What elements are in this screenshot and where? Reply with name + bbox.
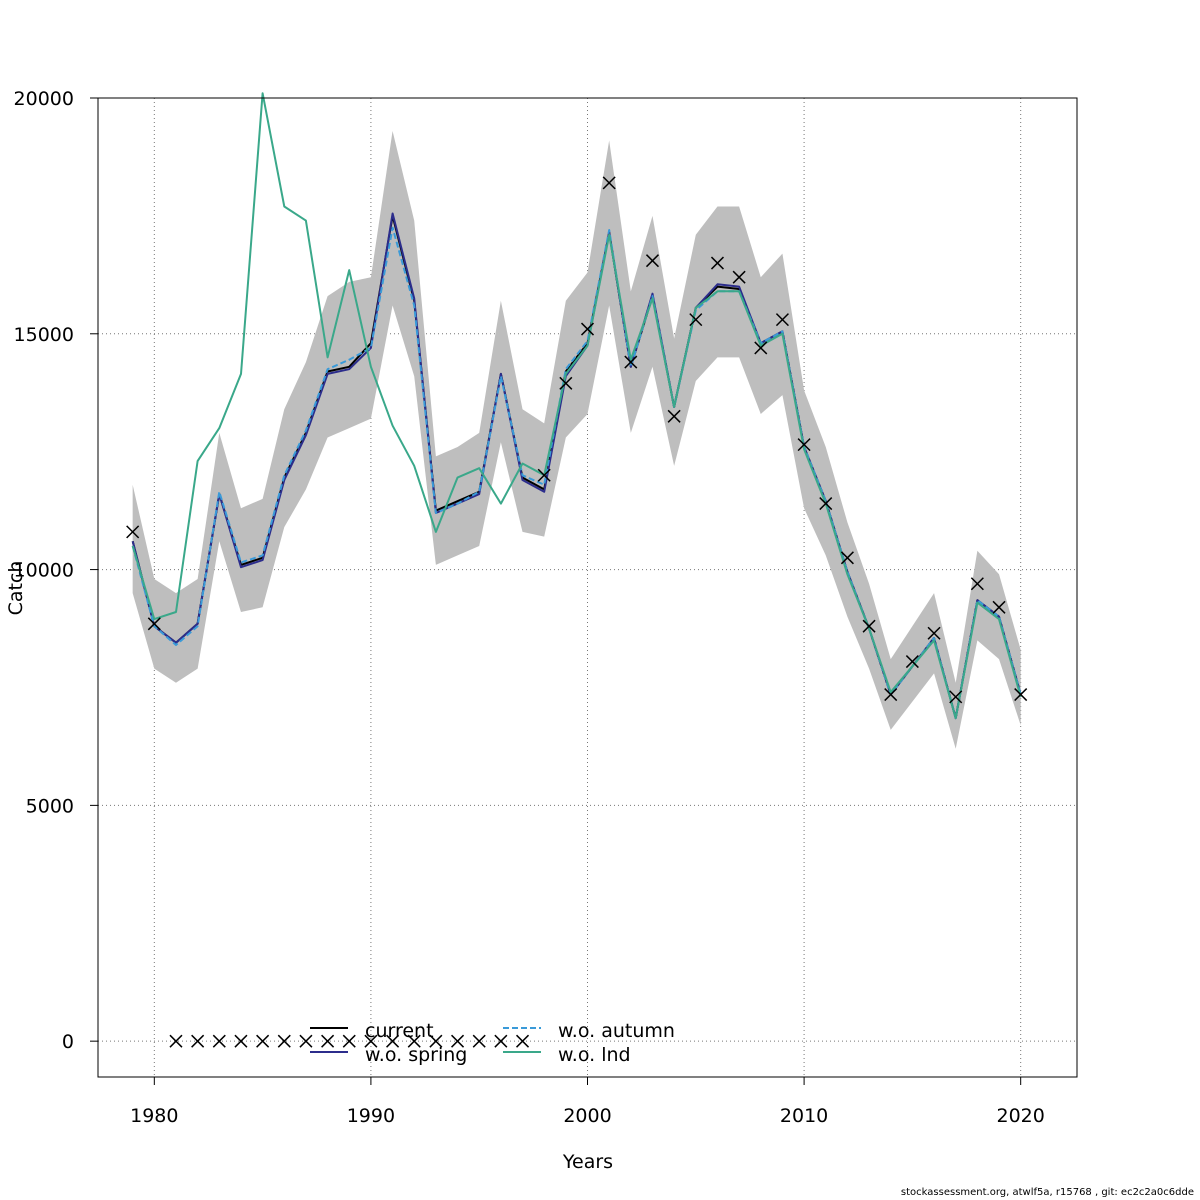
- observed-point: [256, 1034, 270, 1048]
- legend-label: w.o. autumn: [558, 1020, 675, 1042]
- series-line-2: [131, 226, 1022, 720]
- legend-label: current: [365, 1020, 434, 1042]
- observed-point: [927, 626, 941, 640]
- y-tick-label: 5000: [26, 795, 74, 817]
- axes: 1980 1990 2000 2010 2020 0 5000 10000 15000 20000: [14, 88, 1045, 1127]
- observed-point: [472, 1034, 486, 1048]
- credit-text: stockassessment.org, atwlf5a, r15768 , g…: [900, 1187, 1194, 1198]
- y-tick-label: 15000: [14, 324, 74, 346]
- series-line-3: [131, 92, 1022, 720]
- x-tick-label: 2020: [997, 1105, 1045, 1127]
- observed-point: [992, 600, 1006, 614]
- confidence-band-area: [132, 131, 1021, 749]
- observed-point: [602, 176, 616, 190]
- observed-point: [1014, 688, 1028, 702]
- observed-point: [884, 688, 898, 702]
- observed-point: [451, 1034, 465, 1048]
- y-tick-label: 10000: [14, 560, 74, 582]
- observed-point: [710, 256, 724, 270]
- observed-point: [126, 525, 140, 539]
- series-lines: [131, 92, 1022, 720]
- observed-point: [212, 1034, 226, 1048]
- observed-point: [667, 409, 681, 423]
- observed-point: [429, 1034, 443, 1048]
- observed-point: [797, 438, 811, 452]
- y-tick-label: 0: [62, 1031, 74, 1053]
- observed-point: [364, 1034, 378, 1048]
- observed-point: [169, 1034, 183, 1048]
- observed-point: [732, 270, 746, 284]
- observed-point: [689, 313, 703, 327]
- observed-point: [905, 655, 919, 669]
- observed-point: [819, 497, 833, 511]
- x-tick-label: 2010: [780, 1105, 828, 1127]
- observed-point: [559, 376, 573, 390]
- y-axis-title: Catch: [5, 561, 27, 616]
- x-tick-label: 2000: [563, 1105, 611, 1127]
- observed-point: [321, 1034, 335, 1048]
- legend-label: w.o. spring: [365, 1044, 467, 1066]
- observed-point: [234, 1034, 248, 1048]
- y-tick-label: 20000: [14, 88, 74, 110]
- x-tick-label: 1980: [130, 1105, 178, 1127]
- observed-point: [840, 551, 854, 565]
- observed-point: [775, 313, 789, 327]
- confidence-band: [132, 131, 1021, 749]
- x-axis-title: Years: [562, 1151, 613, 1173]
- observed-point: [494, 1034, 508, 1048]
- observed-point: [645, 254, 660, 268]
- observed-point: [580, 322, 595, 336]
- observed-point: [949, 690, 963, 704]
- observed-point: [277, 1034, 291, 1048]
- observed-markers: [126, 176, 1028, 1048]
- observed-point: [970, 577, 984, 591]
- observed-point: [624, 355, 638, 369]
- observed-point: [515, 1034, 530, 1048]
- observed-point: [537, 468, 551, 482]
- observed-point: [386, 1034, 400, 1048]
- observed-point: [147, 617, 161, 631]
- observed-point: [342, 1034, 356, 1048]
- observed-point: [191, 1034, 205, 1048]
- legend-label: w.o. lnd: [558, 1044, 631, 1066]
- observed-point: [407, 1034, 421, 1048]
- observed-point: [862, 619, 876, 633]
- observed-point: [754, 341, 768, 355]
- x-tick-label: 1990: [347, 1105, 395, 1127]
- observed-point: [299, 1034, 313, 1048]
